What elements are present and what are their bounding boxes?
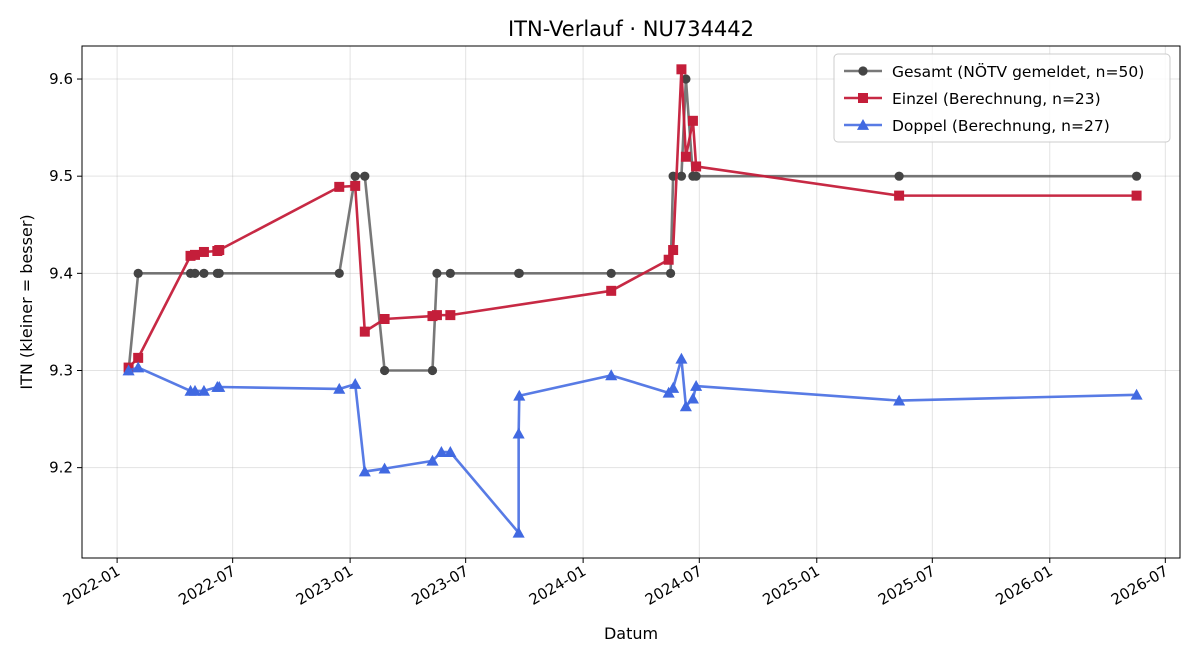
- circle-marker: [894, 171, 904, 181]
- square-marker: [198, 246, 209, 257]
- x-tick-label: 2022-01: [60, 562, 123, 609]
- triangle-marker: [349, 378, 362, 389]
- legend-marker-triangle: [856, 118, 870, 130]
- series-line: [128, 357, 1137, 535]
- circle-marker: [691, 171, 701, 181]
- circle-marker: [432, 268, 442, 278]
- square-marker: [334, 181, 345, 192]
- square-marker: [133, 352, 144, 363]
- x-tick-label: 2023-07: [408, 562, 471, 609]
- square-marker: [214, 245, 225, 256]
- circle-marker: [676, 171, 687, 181]
- x-axis-title: Datum: [604, 624, 658, 643]
- y-tick-label: 9.6: [49, 70, 73, 88]
- circle-marker: [445, 268, 455, 278]
- circle-marker: [1131, 171, 1142, 181]
- triangle-marker: [435, 446, 448, 457]
- circle-marker: [334, 268, 344, 278]
- triangle-marker: [686, 392, 699, 404]
- legend-item: Gesamt (NÖTV gemeldet, n=50): [844, 62, 1144, 81]
- square-marker: [691, 161, 702, 172]
- chart-title: ITN-Verlauf · NU734442: [508, 17, 754, 41]
- legend-box: [833, 53, 1171, 143]
- square-marker: [350, 180, 361, 191]
- y-tick-label: 9.2: [49, 459, 73, 477]
- square-marker: [606, 285, 617, 296]
- series-layer: [122, 64, 1143, 538]
- circle-marker: [214, 268, 224, 278]
- x-tick-label: 2022-07: [175, 562, 238, 609]
- circle-marker: [379, 365, 390, 376]
- square-marker: [676, 64, 687, 75]
- triangle-marker: [378, 462, 391, 474]
- square-marker: [668, 245, 679, 256]
- x-tick-label: 2026-07: [1108, 562, 1171, 609]
- square-marker: [189, 249, 200, 260]
- square-marker: [687, 115, 698, 126]
- square-marker: [359, 326, 370, 337]
- plot-frame: [81, 45, 1181, 559]
- legend-item: Einzel (Berechnung, n=23): [844, 90, 1101, 108]
- triangle-marker: [675, 352, 688, 364]
- circle-marker: [190, 268, 200, 278]
- square-marker: [445, 310, 456, 321]
- triangle-marker: [512, 526, 525, 538]
- circle-marker: [514, 268, 524, 278]
- legend: Gesamt (NÖTV gemeldet, n=50) Einzel (Bere…: [833, 53, 1171, 143]
- triangle-marker: [679, 400, 692, 412]
- x-tick-label: 2023-01: [293, 562, 356, 609]
- legend-item: Doppel (Berechnung, n=27): [844, 117, 1110, 135]
- y-tick-label: 9.3: [49, 361, 73, 379]
- square-marker: [663, 254, 674, 265]
- x-tick-label: 2025-01: [759, 562, 822, 609]
- triangle-marker: [512, 427, 525, 439]
- triangle-marker: [188, 384, 202, 396]
- legend-marker-square: [858, 93, 868, 103]
- circle-marker: [199, 268, 209, 278]
- x-tick-label: 2025-07: [875, 562, 938, 609]
- triangle-marker: [444, 446, 457, 457]
- triangle-marker: [667, 381, 680, 393]
- triangle-marker: [690, 379, 703, 391]
- circle-marker: [665, 268, 676, 278]
- x-tick-label: 2024-01: [526, 562, 589, 609]
- y-tick-label: 9.5: [49, 167, 73, 185]
- circle-marker: [681, 74, 691, 84]
- legend-marker-circle: [858, 66, 868, 76]
- x-tick-label: 2024-07: [642, 562, 705, 609]
- triangle-marker: [1130, 388, 1143, 400]
- circle-marker: [350, 171, 360, 181]
- series-3: [122, 352, 1143, 538]
- circle-marker: [133, 268, 143, 278]
- triangle-marker: [893, 394, 906, 406]
- circle-marker: [360, 171, 370, 181]
- triangle-marker: [333, 382, 346, 394]
- y-axis-title: ITN (kleiner = besser): [17, 214, 36, 389]
- triangle-marker: [513, 389, 526, 401]
- triangle-marker: [122, 364, 135, 376]
- circle-marker: [427, 365, 438, 376]
- x-tick-label: 2026-01: [992, 562, 1055, 609]
- square-marker: [431, 310, 442, 321]
- square-marker: [894, 190, 905, 201]
- legend-label: Einzel (Berechnung, n=23): [892, 90, 1101, 108]
- circle-marker: [606, 268, 616, 278]
- triangle-marker: [605, 369, 618, 381]
- square-marker: [1131, 190, 1142, 201]
- triangle-marker: [132, 361, 145, 373]
- triangle-marker: [426, 454, 439, 466]
- square-marker: [680, 151, 691, 162]
- triangle-marker: [213, 380, 226, 392]
- series-2: [123, 64, 1142, 373]
- triangle-marker: [197, 384, 210, 396]
- legend-label: Gesamt (NÖTV gemeldet, n=50): [892, 62, 1144, 81]
- legend-label: Doppel (Berechnung, n=27): [892, 117, 1110, 135]
- triangle-marker: [358, 465, 371, 477]
- square-marker: [379, 314, 390, 325]
- y-tick-label: 9.4: [49, 264, 73, 282]
